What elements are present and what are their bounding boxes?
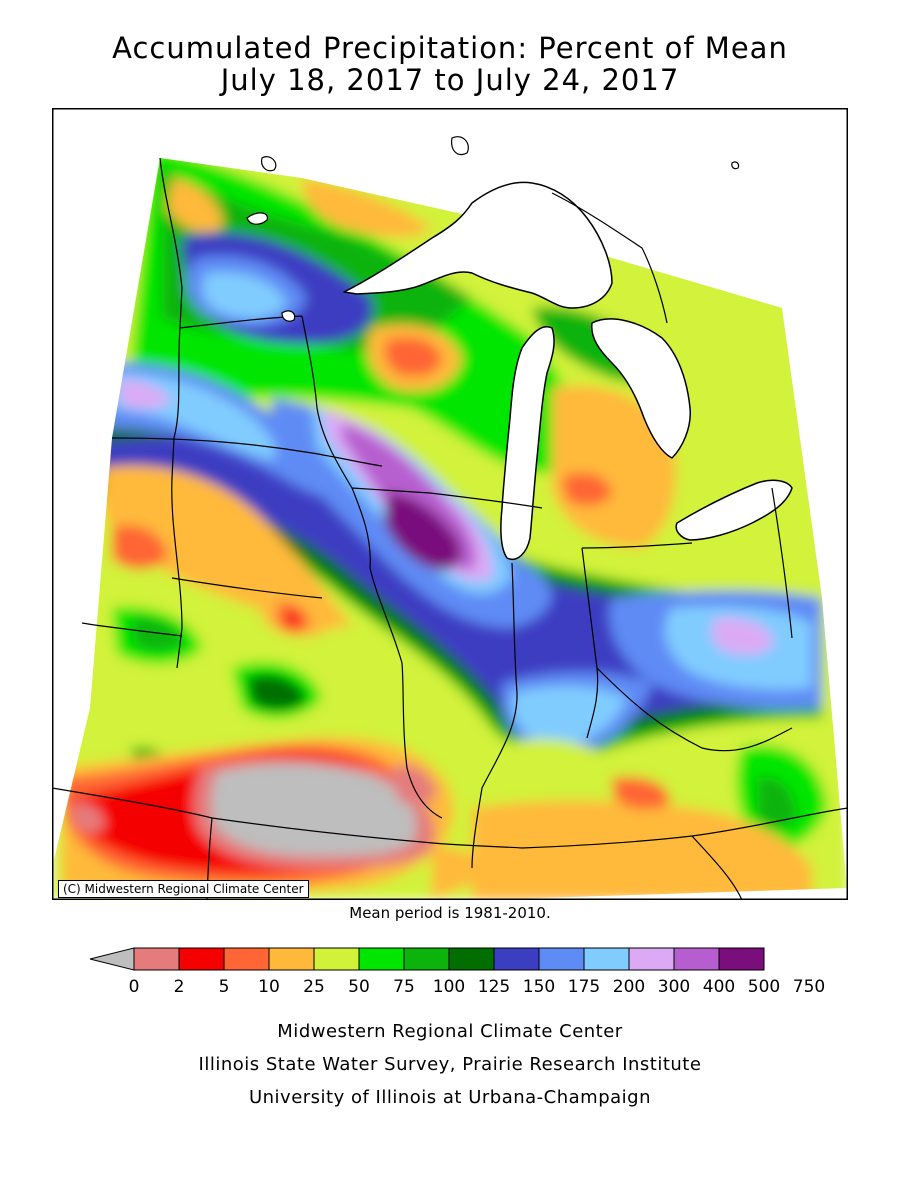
legend-swatch: [673, 947, 720, 971]
map-title-line-2: July 18, 2017 to July 24, 2017: [220, 63, 680, 97]
legend-label: 5: [219, 977, 230, 997]
legend-swatch: [493, 947, 540, 971]
legend-swatch: [583, 947, 630, 971]
credit-line-3: University of Illinois at Urbana-Champai…: [248, 1087, 652, 1108]
legend-swatch: [268, 947, 315, 971]
legend-swatch: [538, 947, 585, 971]
legend-label: 175: [568, 977, 600, 997]
legend-label: 400: [703, 977, 735, 997]
legend-label: 150: [523, 977, 555, 997]
precipitation-map: [52, 108, 848, 900]
small-lakes: [246, 212, 296, 322]
legend-swatch: [718, 947, 765, 971]
legend-swatch: [223, 947, 270, 971]
legend-label: 125: [478, 977, 510, 997]
lake-superior: [343, 181, 613, 309]
legend-swatch: [133, 947, 180, 971]
legend-label: 100: [433, 977, 465, 997]
lake-michigan: [500, 326, 555, 560]
map-title-line-1: Accumulated Precipitation: Percent of Me…: [112, 31, 788, 65]
legend-label: 750: [793, 977, 825, 997]
lake-erie: [675, 479, 793, 541]
legend-label: 2: [174, 977, 185, 997]
state-boundaries: [52, 157, 848, 900]
canadian-lakes: [261, 136, 740, 172]
copyright-label: (C) Midwestern Regional Climate Center: [58, 880, 309, 898]
legend-label: 75: [393, 977, 415, 997]
mean-period-note: Mean period is 1981-2010.: [349, 904, 551, 922]
lake-huron: [591, 318, 691, 459]
legend-swatch: [313, 947, 360, 971]
legend-label: 200: [613, 977, 645, 997]
legend-swatch: [178, 947, 225, 971]
credit-line-1: Midwestern Regional Climate Center: [277, 1021, 623, 1042]
legend-label: 300: [658, 977, 690, 997]
great-lakes: [343, 181, 793, 560]
map-frame: [52, 108, 848, 900]
legend-swatch: [628, 947, 675, 971]
legend-swatch: [448, 947, 495, 971]
legend-swatch: [358, 947, 405, 971]
credit-line-2: Illinois State Water Survey, Prairie Res…: [198, 1054, 702, 1075]
legend-swatch-arrow: [89, 947, 135, 971]
legend-label: 500: [748, 977, 780, 997]
legend-swatch: [403, 947, 450, 971]
legend-label: 25: [303, 977, 325, 997]
legend-label: 50: [348, 977, 370, 997]
legend-label: 0: [129, 977, 140, 997]
color-legend: 0 2 5 10 25 50 75 100 125 150 175 200 300 400 500 750: [89, 947, 825, 997]
legend-label: 10: [258, 977, 280, 997]
